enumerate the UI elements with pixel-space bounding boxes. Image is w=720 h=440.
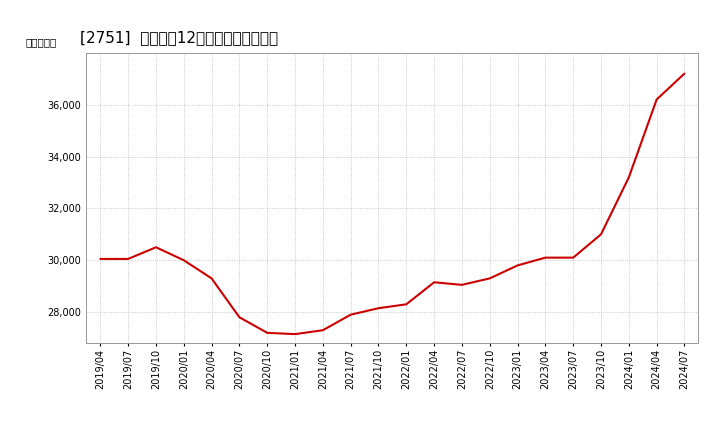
Text: （百万円）: （百万円） [25, 37, 56, 47]
Text: [2751]  売上高の12か月移動合計の推移: [2751] 売上高の12か月移動合計の推移 [80, 29, 279, 45]
